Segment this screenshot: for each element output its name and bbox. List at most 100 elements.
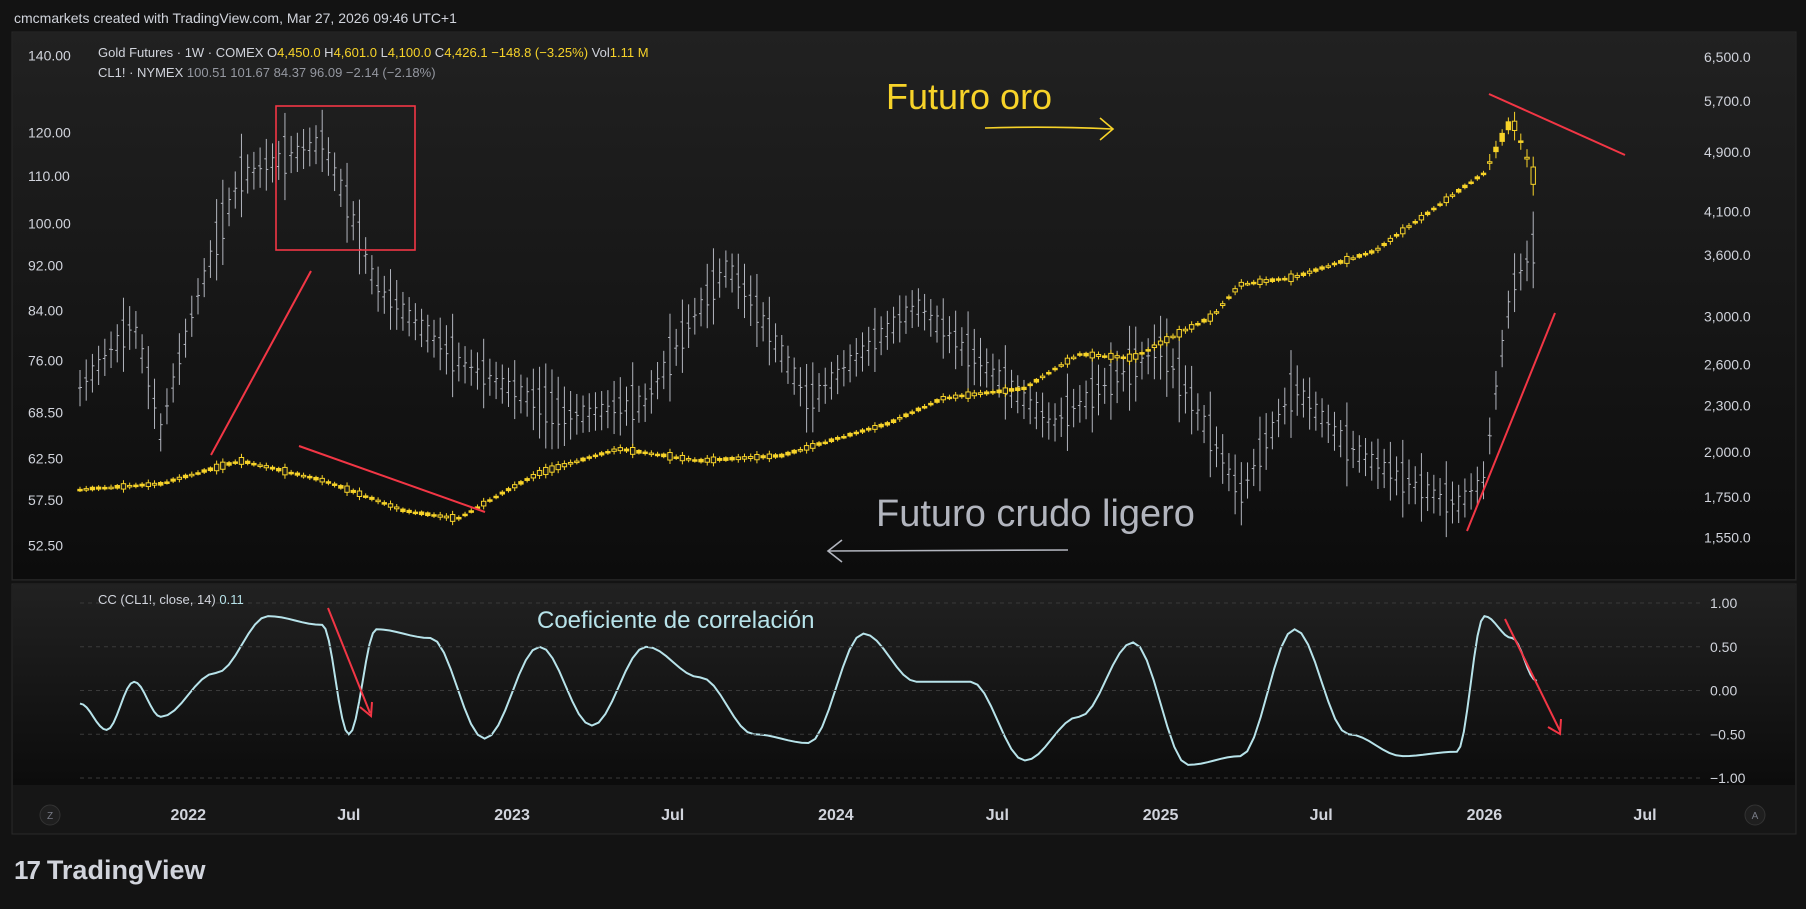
gold-candle [170,478,176,482]
gold-candle [605,451,611,454]
gold-candle [729,456,735,461]
gold-candle [617,447,623,452]
attribution-text: cmcmarkets created with TradingView.com,… [14,10,457,26]
gold-candle [1530,166,1536,185]
gold-open: 4,450.0 [277,45,320,60]
gold-candle [406,509,412,513]
gold-candle [139,483,145,487]
time-axis-tick: 2024 [818,807,854,824]
gold-candle [126,484,133,488]
crude-values: 100.51 101.67 84.37 96.09 −2.14 (−2.18%) [187,65,436,80]
gold-candle [1263,279,1269,283]
right-axis-tick: 6,500.0 [1704,49,1751,65]
gold-candle [1083,352,1089,357]
gold-candle [133,484,139,488]
gold-candle [1176,328,1182,338]
gold-change: −148.8 (−3.25%) [491,45,588,60]
gold-candle [369,496,375,500]
time-axis-tick: Jul [986,807,1009,824]
auto-scale-button[interactable]: A [1744,804,1766,826]
gold-candle [735,456,741,461]
gold-candle [1101,355,1108,358]
gold-candle [195,472,201,475]
gold-candle [300,474,307,478]
gold-candle [375,499,381,503]
gold-candle [654,453,661,457]
gold-candle [412,511,419,515]
indicator-axis-tick: 0.50 [1710,639,1737,655]
gold-candle [338,485,344,489]
left-axis-tick: 140.00 [28,48,71,64]
annotation-crude: Futuro crudo ligero [876,493,1195,535]
gold-candle [1046,371,1052,375]
left-axis-tick: 110.00 [28,168,70,184]
gold-candle [716,458,723,461]
gold-candle [952,394,959,399]
left-axis-tick: 92.00 [28,257,63,273]
gold-candle [1344,255,1350,264]
time-axis-tick: Jul [1633,807,1656,824]
gold-candle [1120,356,1127,359]
gold-c-label: C [435,45,444,60]
gold-candle [182,474,189,479]
gold-candle [151,482,158,486]
gold-candle [673,456,679,459]
gold-candle [946,396,953,400]
gold-candle [1039,375,1046,379]
gold-candle [586,456,592,459]
gold-candle [1325,265,1331,268]
gold-candle [387,503,394,508]
gold-candle [1350,257,1356,260]
gold-candle [1195,322,1201,326]
gold-candle [1381,242,1387,247]
gold-candle [1251,281,1257,285]
gold-candle [1157,340,1164,346]
gold-candle [95,486,102,490]
gold-candle [1443,196,1449,204]
time-axis: 2022 Jul 2023 Jul 2024 Jul 2025 Jul 2026 Jul [170,807,1656,824]
gold-candle [1337,260,1344,264]
gold-candle [325,481,332,484]
gold-candle [294,472,301,476]
indicator-value: 0.11 [219,592,243,607]
gold-candle [853,431,859,435]
gold-volume: 1.11 M [610,45,649,60]
gold-candle [909,411,915,414]
gold-candle [890,419,897,424]
gold-candle [1480,172,1487,176]
legend-line-1: Gold Futures · 1W · COMEX O4,450.0 H4,60… [98,45,649,60]
gold-candle [524,478,530,481]
gold-candle [480,500,487,507]
gold-vol-label: Vol [592,45,610,60]
gold-candle [512,484,518,489]
left-axis: 140.00 120.00 110.00 100.00 92.00 84.00 76.00 6… [28,48,71,554]
gold-candle [499,491,506,495]
gold-candle [83,488,89,491]
left-axis-tick: 62.50 [28,450,63,466]
zoom-button[interactable]: Z [39,804,61,826]
gold-candle [934,399,940,403]
gold-candle [220,461,226,470]
gold-candle [760,455,766,459]
gold-h-label: H [324,45,333,60]
gold-candle [251,462,257,466]
gold-candle [164,481,170,484]
gold-candle [1188,324,1195,330]
gold-candle [1282,277,1288,281]
gold-high: 4,601.0 [334,45,377,60]
gold-candle [1207,313,1213,322]
gold-candle [1077,353,1083,356]
gold-candle [1139,352,1145,355]
arrow-right-icon [984,117,1115,141]
gold-candle [648,452,655,456]
gold-candle [1275,278,1282,281]
gold-candle [692,459,698,462]
gold-candle [555,464,561,471]
gold-candle [307,475,313,479]
gold-candle [1182,328,1189,332]
arrow-left-icon [826,539,1069,563]
gold-candle [1319,266,1325,270]
svg-text:Z: Z [47,811,53,822]
